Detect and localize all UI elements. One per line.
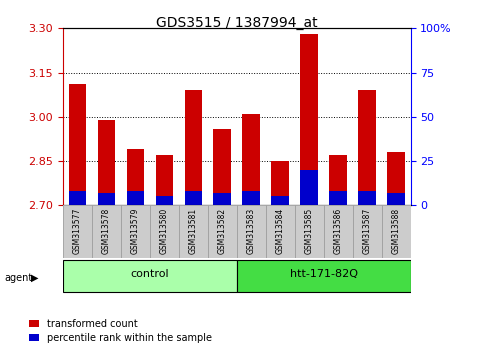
Bar (329, 191, 347, 205)
Bar (127, 149, 144, 205)
Bar (358, 90, 376, 205)
Text: ▶: ▶ (31, 273, 39, 283)
Bar (185, 90, 202, 205)
Bar (271, 196, 289, 205)
Bar (213, 129, 231, 205)
Bar (127, 191, 144, 205)
Text: GDS3515 / 1387994_at: GDS3515 / 1387994_at (156, 16, 317, 30)
Bar (382, 205, 411, 258)
Bar (300, 34, 318, 205)
Text: GSM313583: GSM313583 (247, 208, 256, 254)
Bar (271, 161, 289, 205)
Bar (387, 152, 405, 205)
Bar (98, 193, 115, 205)
Text: control: control (130, 269, 169, 279)
Text: GSM313581: GSM313581 (189, 208, 198, 254)
Text: GSM313584: GSM313584 (276, 208, 284, 254)
Bar (295, 205, 324, 258)
Bar (300, 170, 318, 205)
Text: GSM313580: GSM313580 (160, 208, 169, 254)
Bar (213, 193, 231, 205)
Bar (266, 205, 295, 258)
Text: agent: agent (5, 273, 33, 283)
Text: GSM313587: GSM313587 (363, 208, 371, 254)
Bar (324, 205, 353, 258)
Bar (156, 155, 173, 205)
Text: GSM313578: GSM313578 (102, 208, 111, 254)
Bar (92, 205, 121, 258)
Text: GSM313586: GSM313586 (334, 208, 342, 254)
Bar (179, 205, 208, 258)
Bar (156, 196, 173, 205)
Text: GSM313582: GSM313582 (218, 208, 227, 254)
Bar (69, 84, 86, 205)
Bar (358, 191, 376, 205)
Bar (63, 205, 92, 258)
Bar (353, 205, 382, 258)
Bar (242, 114, 260, 205)
Bar (185, 191, 202, 205)
Text: GSM313585: GSM313585 (305, 208, 313, 254)
Text: GSM313588: GSM313588 (392, 208, 400, 254)
Bar (387, 193, 405, 205)
Bar (150, 205, 179, 258)
Text: GSM313577: GSM313577 (73, 208, 82, 255)
Bar (237, 205, 266, 258)
Bar (329, 155, 347, 205)
Bar (63, 260, 237, 292)
Text: GSM313579: GSM313579 (131, 208, 140, 255)
Legend: transformed count, percentile rank within the sample: transformed count, percentile rank withi… (29, 319, 212, 343)
Bar (69, 191, 86, 205)
Bar (208, 205, 237, 258)
Bar (98, 120, 115, 205)
Text: htt-171-82Q: htt-171-82Q (290, 269, 357, 279)
Bar (121, 205, 150, 258)
Bar (237, 260, 411, 292)
Bar (242, 191, 260, 205)
